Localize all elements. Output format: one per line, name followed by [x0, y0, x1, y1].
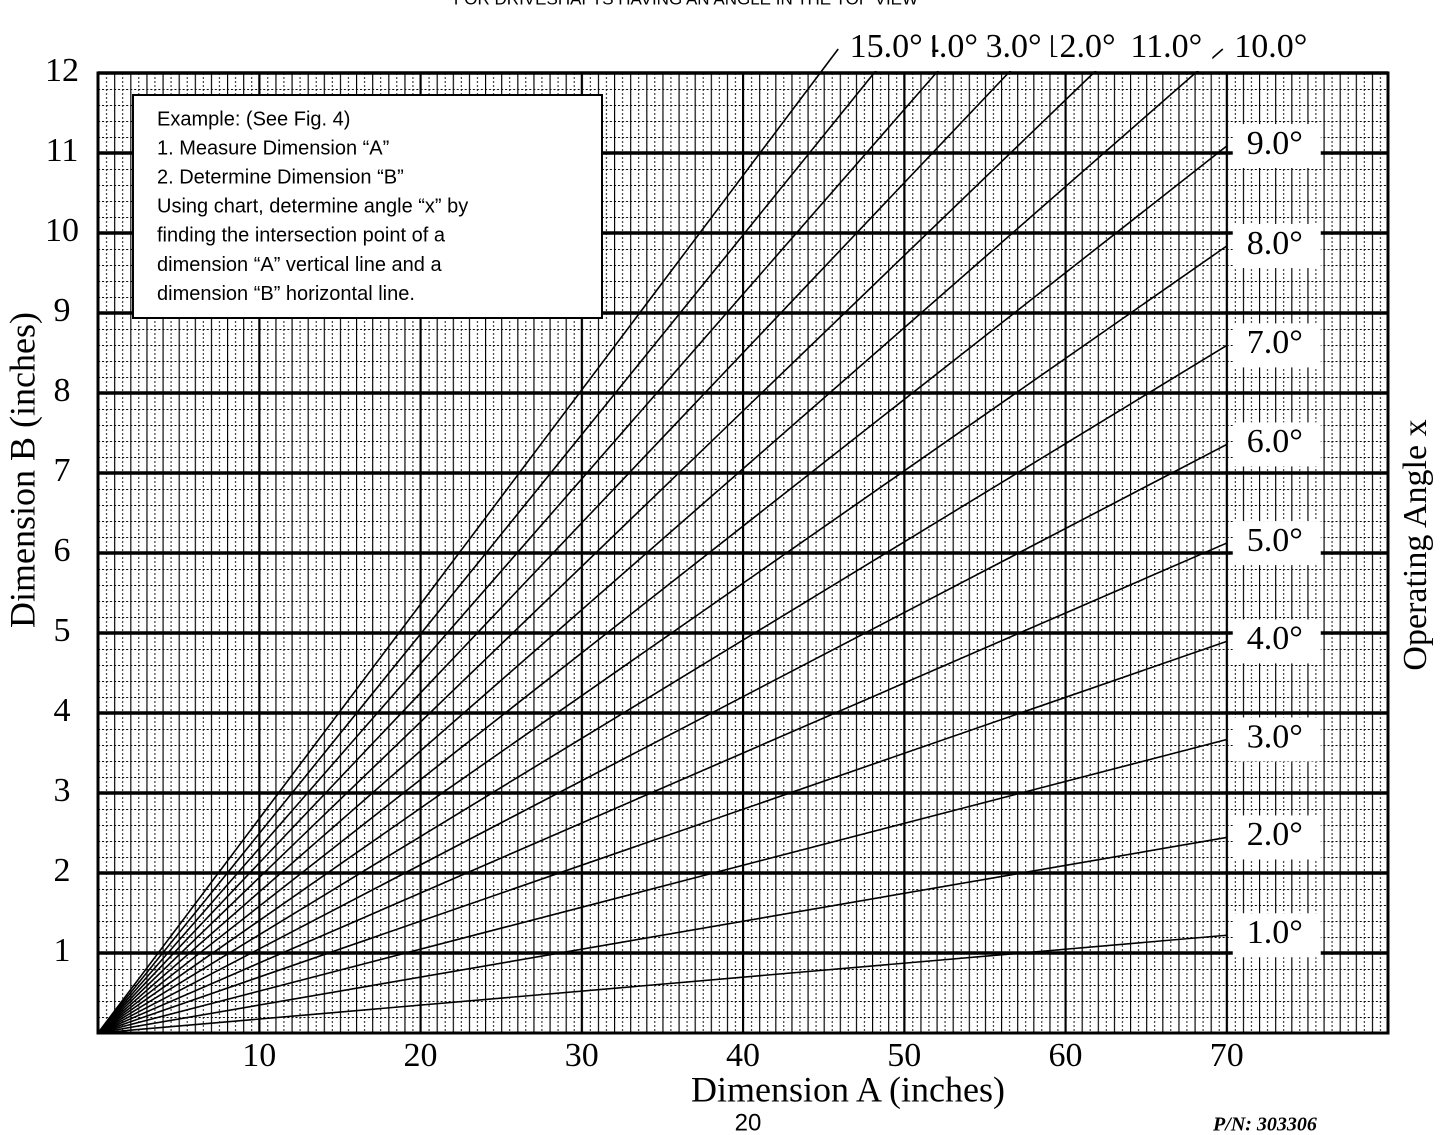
- angle-label: 4.0°: [1247, 620, 1303, 657]
- angle-label-bg: [1232, 521, 1321, 566]
- angle-label-bg: [1124, 27, 1213, 71]
- note-line: dimension “B” horizontal line.: [157, 283, 415, 305]
- x-tick-label: 70: [1210, 1037, 1244, 1074]
- angle-line: [97, 738, 1227, 1034]
- y-tick-label: 11: [46, 132, 79, 169]
- angle-label-bg: [1232, 223, 1321, 268]
- angle-label: 2.0°: [1247, 816, 1303, 853]
- angle-label: 5.0°: [1247, 522, 1303, 559]
- angle-label-bg: [1232, 323, 1321, 368]
- x-tick-label: 40: [726, 1037, 760, 1074]
- angle-line: [97, 48, 1224, 1034]
- angle-line: [97, 48, 1119, 1034]
- angle-label: 9.0°: [1247, 125, 1303, 162]
- angle-line: [97, 48, 958, 1034]
- y-axis-label: Dimension B (inches): [2, 312, 42, 628]
- right-axis-label: Operating Angle x: [1397, 419, 1434, 670]
- angle-label: 7.0°: [1247, 324, 1303, 361]
- angle-line: [97, 934, 1227, 1034]
- angle-label: 6.0°: [1247, 423, 1303, 460]
- x-tick-label: 50: [887, 1037, 921, 1074]
- angle-label-bg: [1037, 27, 1126, 71]
- y-tick-label: 9: [54, 292, 71, 329]
- angle-label: 15.0°: [850, 28, 923, 65]
- angle-line: [97, 344, 1228, 1034]
- angle-label-bg: [1232, 815, 1321, 860]
- angle-line: [97, 640, 1228, 1034]
- angle-label: 3.0°: [1247, 718, 1303, 755]
- note-line: 1. Measure Dimension “A”: [157, 137, 389, 159]
- angle-label: 1.0°: [1247, 914, 1303, 951]
- angle-label-bg: [1232, 124, 1321, 169]
- angle-line: [97, 542, 1228, 1034]
- x-tick-label: 20: [404, 1037, 438, 1074]
- angle-line: [97, 48, 895, 1034]
- x-axis-label: Dimension A (inches): [691, 1069, 1005, 1109]
- y-tick-label: 5: [54, 612, 71, 649]
- y-tick-label: 12: [45, 52, 79, 89]
- angle-label-bg: [1228, 27, 1317, 71]
- angle-line: [97, 836, 1227, 1034]
- y-tick-label: 4: [54, 692, 71, 729]
- angle-line: [97, 145, 1228, 1034]
- angle-label: 10.0°: [1234, 28, 1307, 65]
- y-tick-label: 6: [54, 532, 71, 569]
- angle-label: 12.0°: [1043, 28, 1116, 65]
- y-tick-label: 7: [54, 452, 71, 489]
- angle-label-bg: [1232, 717, 1321, 762]
- y-tick-label: 1: [54, 932, 71, 969]
- y-tick-label: 8: [54, 372, 71, 409]
- y-tick-label: 10: [45, 212, 79, 249]
- note-line: Example: (See Fig. 4): [157, 108, 350, 130]
- note-line: finding the intersection point of a: [157, 225, 446, 247]
- angle-line: [97, 48, 839, 1034]
- plot-frame: [96, 71, 1390, 1035]
- note-line: dimension “A” vertical line and a: [157, 254, 442, 276]
- angle-label-bg: [1232, 913, 1321, 958]
- note-box: [132, 94, 603, 319]
- chart-title: FOR DRIVESHAFTS HAVING AN ANGLE IN THE T…: [454, 0, 918, 8]
- note-line: Using chart, determine angle “x” by: [157, 196, 468, 218]
- y-tick-label: 3: [54, 772, 71, 809]
- page-number: 20: [735, 1109, 762, 1135]
- angle-line: [97, 443, 1228, 1034]
- angle-line: [97, 48, 1032, 1034]
- x-tick-label: 10: [242, 1037, 276, 1074]
- angle-line: [97, 245, 1228, 1034]
- angle-label: 11.0°: [1130, 28, 1202, 65]
- part-number: P/N: 303306: [1212, 1114, 1317, 1135]
- angle-label-bg: [1232, 422, 1321, 467]
- note-line: 2. Determine Dimension “B”: [157, 166, 404, 188]
- x-tick-label: 30: [565, 1037, 599, 1074]
- angle-label: 8.0°: [1247, 225, 1303, 262]
- angle-label-bg: [844, 27, 933, 71]
- y-tick-label: 2: [54, 852, 71, 889]
- x-tick-label: 60: [1049, 1037, 1083, 1074]
- angle-label-bg: [1232, 619, 1321, 664]
